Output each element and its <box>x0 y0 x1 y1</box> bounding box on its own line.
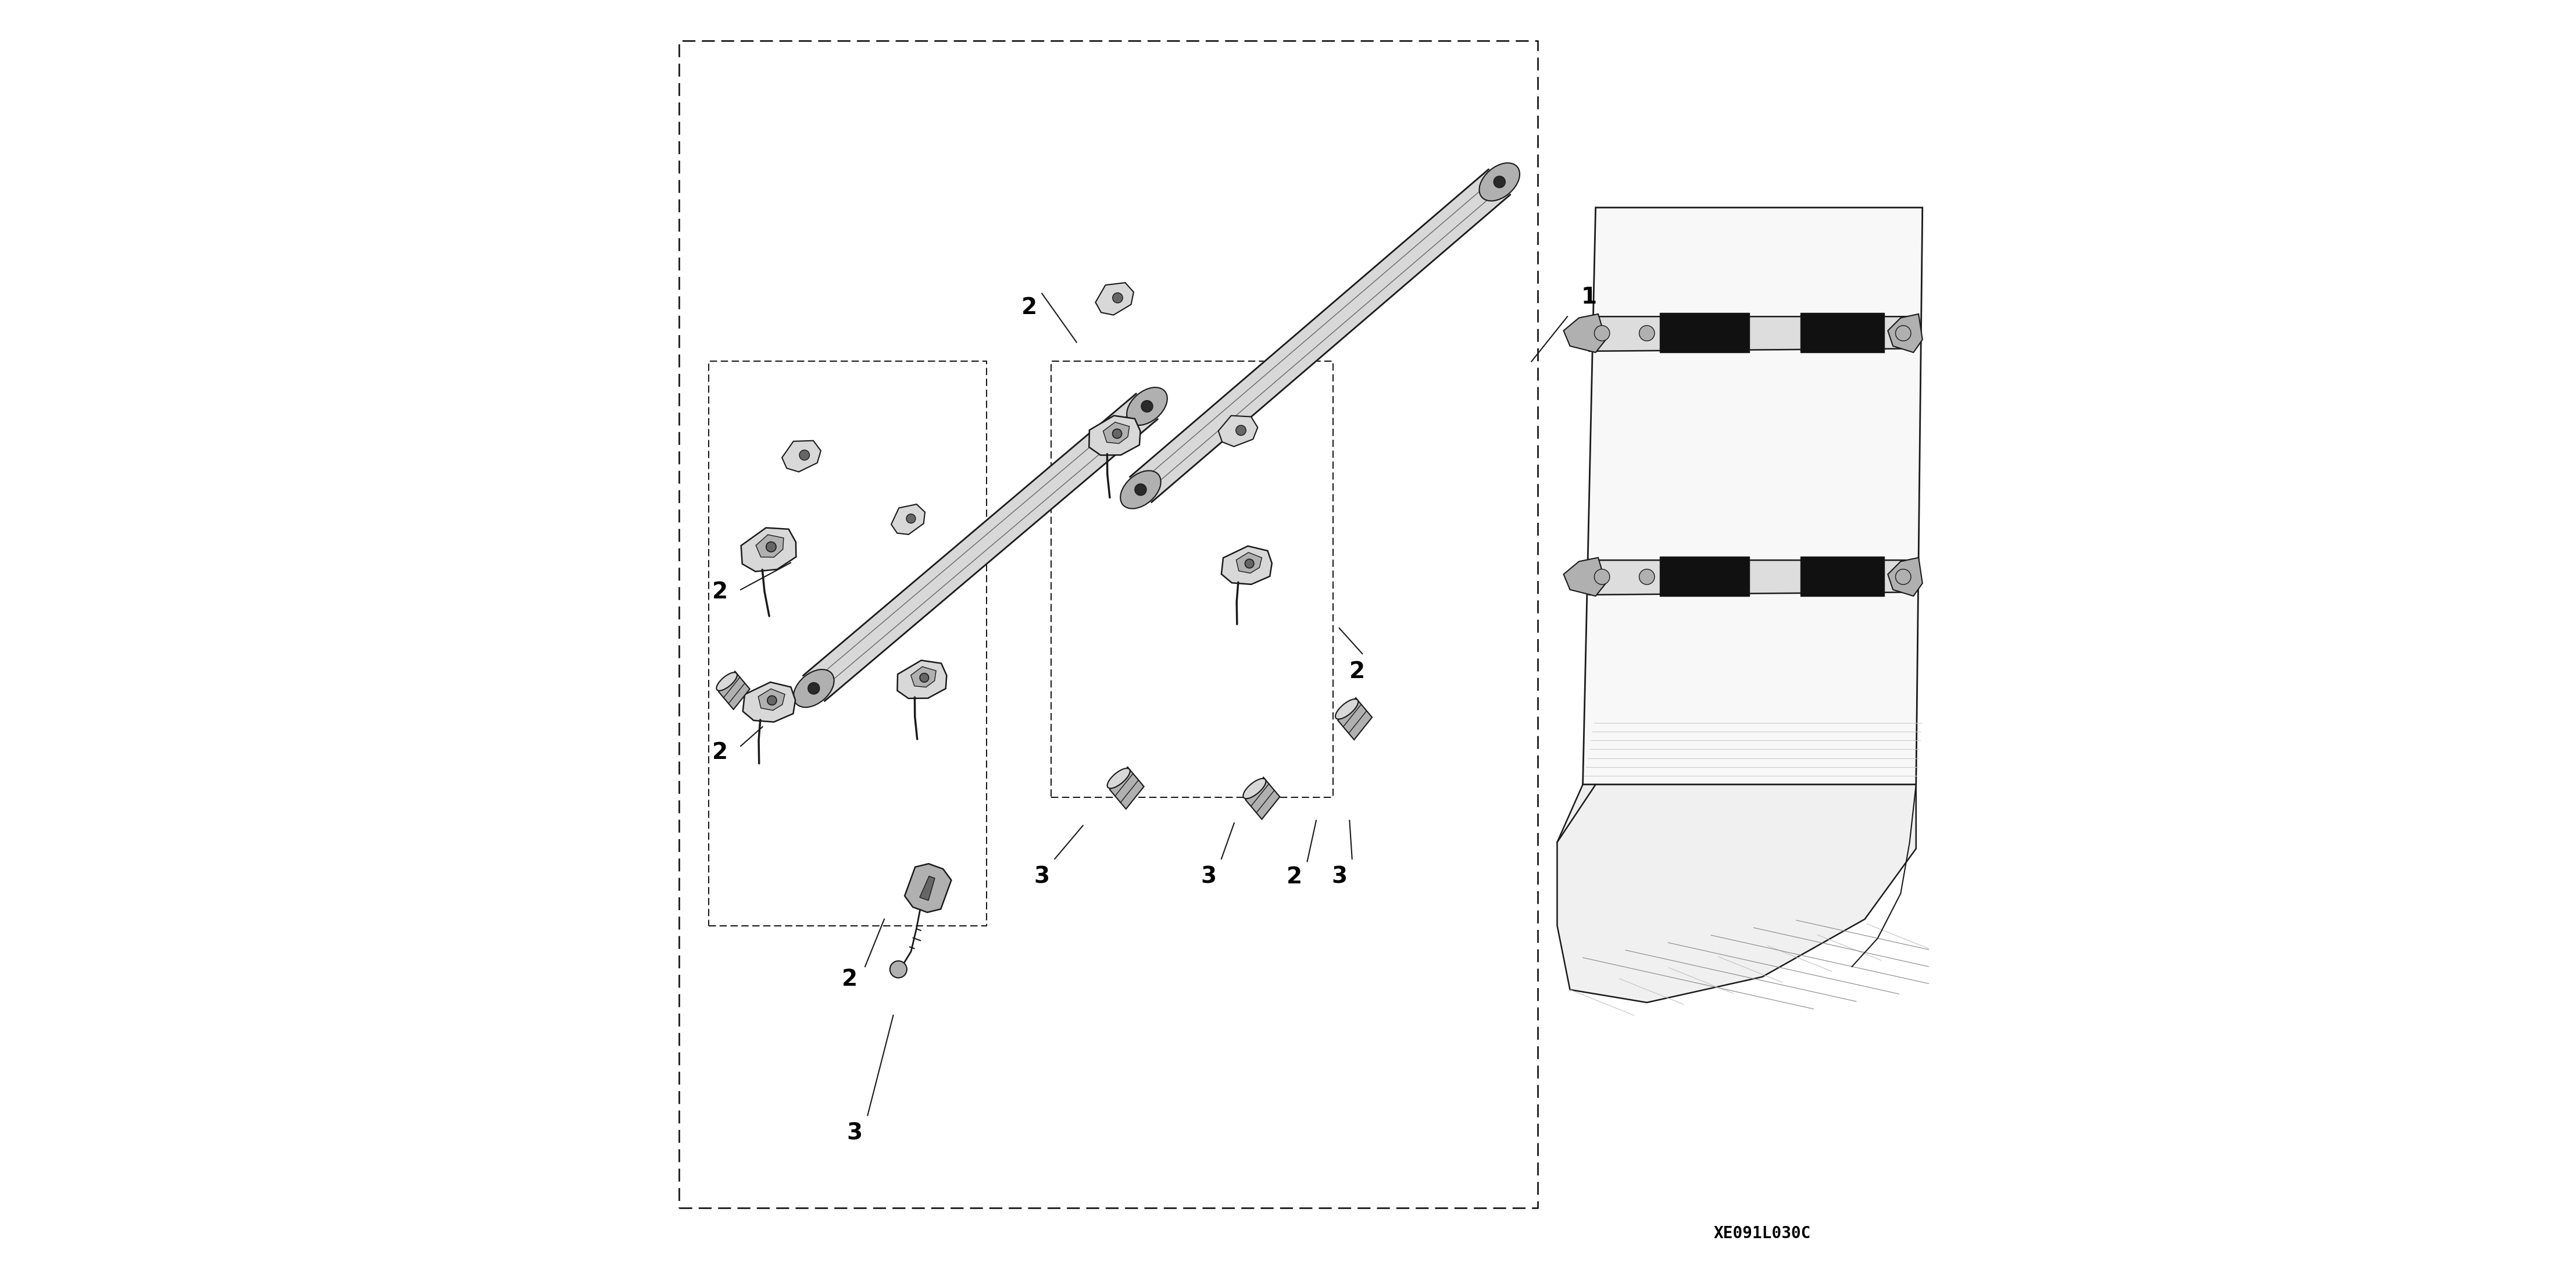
Polygon shape <box>742 682 796 722</box>
Polygon shape <box>1236 552 1262 573</box>
Polygon shape <box>719 672 750 709</box>
Polygon shape <box>1095 283 1133 315</box>
Text: 3: 3 <box>1033 866 1051 888</box>
Polygon shape <box>783 440 822 472</box>
Polygon shape <box>1128 169 1512 503</box>
Text: 1: 1 <box>1582 286 1597 309</box>
Text: 2: 2 <box>1285 866 1303 888</box>
Polygon shape <box>804 393 1159 701</box>
Polygon shape <box>1564 314 1605 353</box>
Ellipse shape <box>716 672 737 691</box>
Polygon shape <box>1589 317 1911 351</box>
Ellipse shape <box>1244 779 1265 799</box>
Ellipse shape <box>793 669 835 708</box>
Circle shape <box>1236 425 1247 435</box>
Polygon shape <box>1659 556 1749 596</box>
Circle shape <box>1141 400 1154 412</box>
Circle shape <box>1638 569 1654 584</box>
Circle shape <box>1595 569 1610 584</box>
Circle shape <box>1638 326 1654 341</box>
Circle shape <box>1896 326 1911 341</box>
Polygon shape <box>1090 416 1141 456</box>
Polygon shape <box>757 689 786 710</box>
Circle shape <box>920 673 930 682</box>
Polygon shape <box>904 864 951 912</box>
Circle shape <box>889 961 907 978</box>
Circle shape <box>1896 569 1911 584</box>
Circle shape <box>765 542 775 552</box>
Polygon shape <box>1801 556 1883 596</box>
Circle shape <box>1113 292 1123 302</box>
Text: 2: 2 <box>714 741 729 763</box>
Polygon shape <box>1801 313 1883 353</box>
Ellipse shape <box>1121 471 1162 508</box>
Text: XE091L030C: XE091L030C <box>1713 1225 1811 1242</box>
Circle shape <box>1494 176 1504 188</box>
Polygon shape <box>1110 767 1144 810</box>
Polygon shape <box>920 876 935 901</box>
Circle shape <box>768 696 775 705</box>
Ellipse shape <box>1334 699 1358 719</box>
Circle shape <box>907 514 914 524</box>
Ellipse shape <box>1126 387 1167 425</box>
Text: 2: 2 <box>1020 296 1038 319</box>
Circle shape <box>809 682 819 694</box>
Polygon shape <box>891 505 925 534</box>
Polygon shape <box>1337 698 1373 740</box>
Polygon shape <box>1218 416 1257 447</box>
Polygon shape <box>1221 546 1273 584</box>
Text: 2: 2 <box>842 968 858 991</box>
Polygon shape <box>1103 422 1128 444</box>
Circle shape <box>1244 559 1255 568</box>
Circle shape <box>1113 429 1121 439</box>
Polygon shape <box>742 528 796 571</box>
Text: 2: 2 <box>714 582 729 604</box>
Text: 3: 3 <box>848 1122 863 1144</box>
Text: 3: 3 <box>1332 866 1347 888</box>
Ellipse shape <box>1479 163 1520 201</box>
Circle shape <box>1595 326 1610 341</box>
Polygon shape <box>755 534 783 557</box>
Text: 2: 2 <box>1350 660 1365 683</box>
Polygon shape <box>1247 777 1280 820</box>
Polygon shape <box>1556 785 1917 1003</box>
Circle shape <box>799 450 809 461</box>
Polygon shape <box>1659 313 1749 353</box>
Polygon shape <box>896 660 945 699</box>
Polygon shape <box>1556 785 1595 880</box>
Polygon shape <box>1589 560 1911 595</box>
Polygon shape <box>1582 207 1922 785</box>
Text: 3: 3 <box>1200 866 1216 888</box>
Ellipse shape <box>1108 768 1131 789</box>
Circle shape <box>1136 484 1146 495</box>
Polygon shape <box>1888 557 1922 596</box>
Polygon shape <box>912 667 935 687</box>
Polygon shape <box>1564 557 1605 596</box>
Polygon shape <box>1888 314 1922 353</box>
